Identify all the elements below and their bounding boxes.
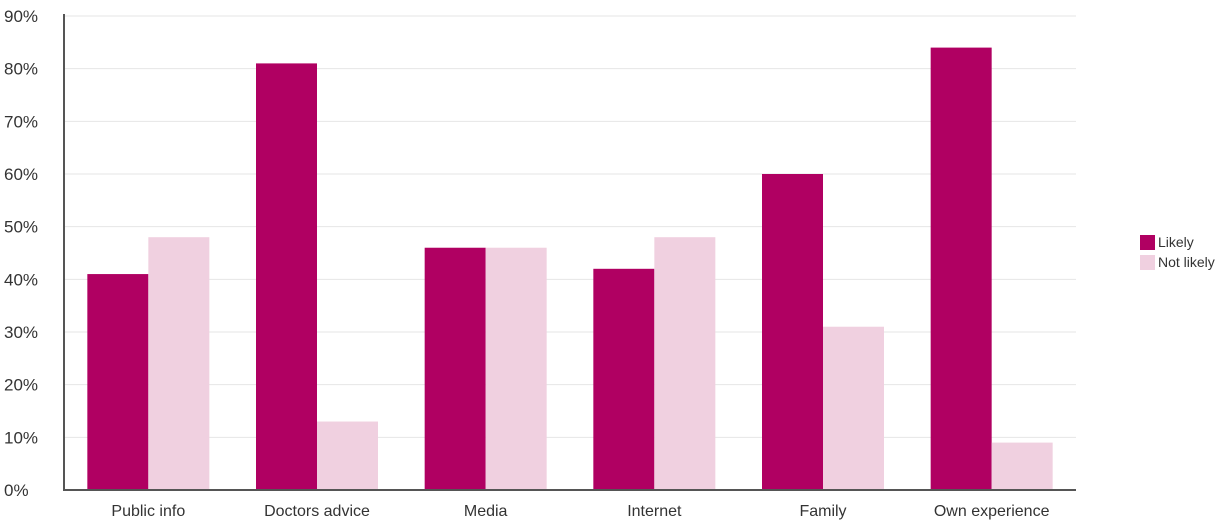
- y-axis-ticks: 0% 10% 20% 30% 40% 50% 60% 70% 80% 90%: [4, 7, 38, 500]
- x-category-label: Media: [464, 503, 508, 520]
- legend-label-not-likely: Not likely: [1158, 254, 1215, 270]
- y-tick-label: 90%: [4, 7, 38, 26]
- axes: [63, 14, 1076, 491]
- x-category-label: Own experience: [934, 503, 1050, 520]
- x-category-label: Internet: [627, 503, 682, 520]
- bar-not-likely: [485, 247, 547, 490]
- legend: Likely Not likely: [1140, 232, 1215, 272]
- x-axis-labels: Public info Doctors advice Media Internet Fa…: [111, 503, 1049, 520]
- bar-likely: [762, 174, 823, 490]
- y-tick-label: 60%: [4, 165, 38, 184]
- y-tick-label: 10%: [4, 428, 38, 447]
- bar-likely: [593, 268, 655, 490]
- y-tick-label: 70%: [4, 112, 38, 131]
- bar-likely: [930, 47, 992, 490]
- bar-not-likely: [991, 442, 1053, 490]
- bars: [87, 47, 1053, 491]
- bar-not-likely: [654, 237, 716, 490]
- legend-item-not-likely: Not likely: [1140, 252, 1215, 272]
- legend-item-likely: Likely: [1140, 232, 1215, 252]
- bar-likely: [424, 247, 486, 490]
- bar-not-likely: [317, 421, 378, 490]
- legend-swatch-not-likely: [1140, 254, 1155, 270]
- bar-likely: [87, 274, 149, 490]
- grid-lines: [64, 15, 1076, 438]
- x-category-label: Doctors advice: [264, 503, 370, 520]
- bar-not-likely: [823, 326, 884, 490]
- y-tick-label: 0%: [4, 481, 29, 500]
- x-category-label: Family: [799, 503, 846, 520]
- y-tick-label: 80%: [4, 60, 38, 79]
- bar-likely: [256, 63, 317, 491]
- y-tick-label: 50%: [4, 218, 38, 237]
- y-tick-label: 40%: [4, 270, 38, 289]
- x-category-label: Public info: [111, 503, 185, 520]
- legend-label-likely: Likely: [1158, 234, 1194, 250]
- bar-not-likely: [148, 237, 210, 490]
- y-tick-label: 30%: [4, 323, 38, 342]
- y-tick-label: 20%: [4, 376, 38, 395]
- legend-swatch-likely: [1140, 234, 1155, 250]
